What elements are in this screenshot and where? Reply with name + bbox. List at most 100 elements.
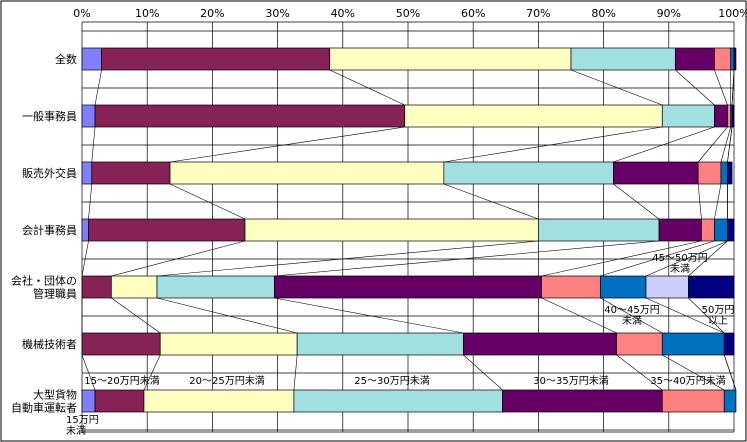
x-tick-label: 70% [526,7,550,20]
bar-segment [674,47,715,71]
series-line [81,354,96,391]
series-line [169,126,405,163]
bar-segment [714,104,728,128]
series-line [723,354,737,391]
bar-segment [463,332,617,356]
series-line [274,240,660,277]
bar-segment [159,332,298,356]
series-line [662,354,725,391]
series-line [645,297,725,334]
category-label: 販売外交員 [22,166,77,180]
bar-segment [81,104,96,128]
bar-segment [730,47,735,71]
category-label: 会計事務員 [22,223,77,237]
x-tick-label: 40% [331,7,355,20]
series-line [274,297,464,334]
bar-segment [81,275,112,299]
category-label: 全数 [55,52,77,66]
series-annotation: 15～20万円未満 [84,375,159,387]
bar-segment [645,275,689,299]
bar-segment [296,332,464,356]
series-annotations: 15万円未満 15～20万円未満 20～25万円未満 25～30万円未満 30～35万円… [66,253,734,437]
category-label: 一般事務員 [22,109,77,123]
series-line [714,69,728,106]
bar-segment [443,161,614,185]
series-line [613,126,715,163]
bar-segment [94,389,145,413]
series-line [675,69,715,106]
series-line [570,69,663,106]
series-line [88,183,93,220]
series-line [541,240,702,277]
series-line [443,126,663,163]
bar-segment [723,389,737,413]
series-line [727,126,733,163]
series-line [645,240,728,277]
series-line [91,126,96,163]
x-tick-label: 80% [591,7,615,20]
bar-segment [731,104,735,128]
series-annotation: 15万円未満 [66,415,99,437]
category-label: 機械技術者 [22,337,77,351]
bar-segment [502,389,663,413]
series-annotation: 25～30万円未満 [354,375,429,387]
series-line [714,183,722,220]
series-line [94,69,102,106]
x-tick-label: 100% [718,7,747,20]
series-line [156,297,298,334]
bar-segment [81,47,102,71]
category-labels: 全数一般事務員販売外交員会計事務員会社・団体の管理職員機械技術者大型貨物自動車運… [11,52,77,415]
bars [81,47,737,413]
bar-segment [169,161,445,185]
series-line [293,354,298,391]
series-line [111,297,161,334]
bar-segment [81,161,93,185]
series-line [613,183,660,220]
grid [81,21,735,433]
series-annotation: 40～45万円未満 [604,305,659,327]
bar-segment [697,161,722,185]
bar-segment [727,218,735,242]
series-line [697,126,728,163]
series-line [616,354,663,391]
bar-segment [81,332,161,356]
series-line [688,240,728,277]
bar-segment [599,275,647,299]
bar-segment [293,389,503,413]
x-axis-tick-labels: 0% 10% 20% 30% 40% 50% 60% 70% 80% 90% 100% [73,7,747,20]
bar-segment [714,218,728,242]
x-tick-label: 90% [657,7,681,20]
bar-segment [88,218,246,242]
x-tick-label: 0% [73,7,90,20]
series-annotation: 35～40万円未満 [650,375,725,387]
bar-segment [661,332,725,356]
series-line [81,240,89,277]
bar-segment [733,47,737,71]
bar-segment [110,275,158,299]
bar-segment [156,275,275,299]
x-tick-label: 30% [265,7,289,20]
bar-segment [661,389,725,413]
bar-segment [613,161,699,185]
series-line [688,297,725,334]
bar-segment [714,47,732,71]
bar-segment [720,161,728,185]
bar-segment [570,47,676,71]
bar-segment [81,218,89,242]
bar-segment [404,104,663,128]
bar-segment [91,161,171,185]
series-line [731,69,735,106]
series-line [443,183,539,220]
series-annotation: 30～35万円未満 [533,375,608,387]
series-annotation: 50万円以上 [702,305,735,327]
x-tick-label: 60% [461,7,485,20]
series-line [600,297,663,334]
x-tick-label: 50% [396,7,420,20]
series-connector-lines [81,69,737,391]
category-label: 会社・団体の管理職員 [11,274,77,301]
series-line [156,240,539,277]
bar-segment [541,275,601,299]
series-line [169,183,246,220]
